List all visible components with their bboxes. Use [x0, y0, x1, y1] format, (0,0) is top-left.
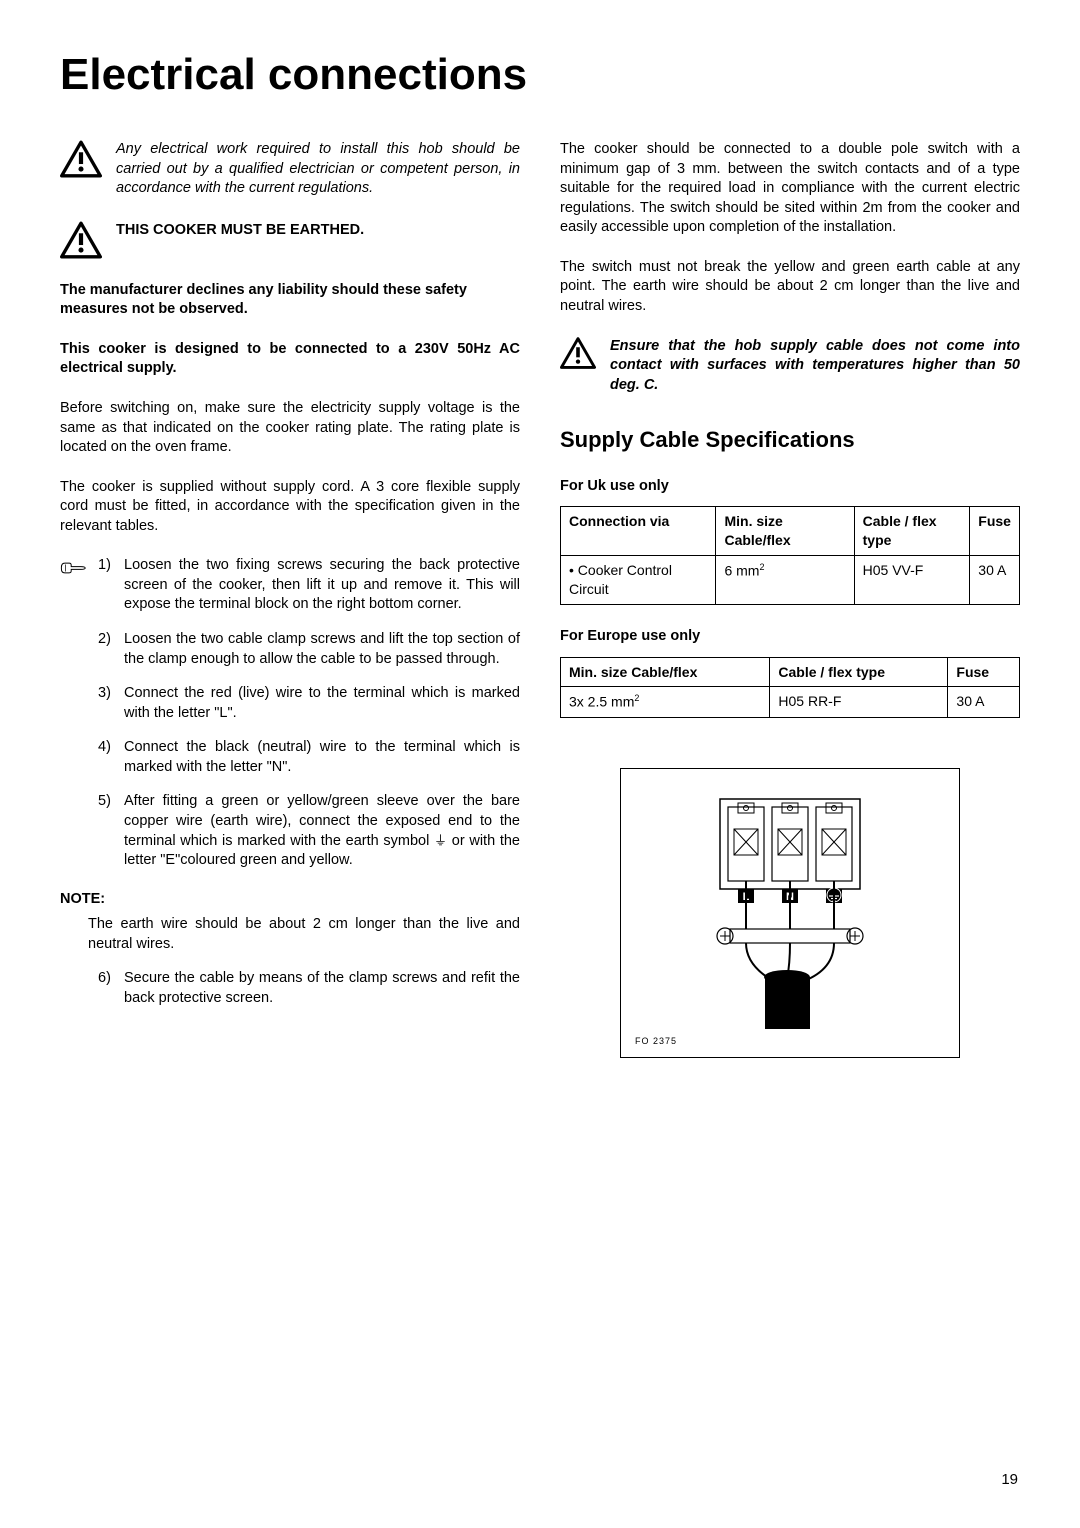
section-heading-cable-specs: Supply Cable Specifications [560, 425, 1020, 455]
page-number: 19 [1001, 1471, 1018, 1488]
table-header: Connection via [561, 507, 716, 556]
note-body: The earth wire should be about 2 cm long… [60, 915, 520, 954]
warning-qualified-electrician: Any electrical work required to install … [60, 140, 520, 199]
warning-triangle-icon [560, 337, 596, 369]
earth-symbol-icon: ⏚ [434, 832, 447, 850]
table-europe: Min. size Cable/flex Cable / flex type F… [560, 657, 1020, 718]
table-header: Fuse [970, 507, 1020, 556]
right-column: The cooker should be connected to a doub… [560, 140, 1020, 1058]
left-column: Any electrical work required to install … [60, 140, 520, 1058]
design-spec-text: This cooker is designed to be connected … [60, 340, 520, 379]
table-cell: 30 A [970, 556, 1020, 605]
note-label: NOTE: [60, 890, 520, 910]
para-earth-cable: The switch must not break the yellow and… [560, 258, 1020, 317]
step-list: 1)Loosen the two fixing screws securing … [98, 556, 520, 885]
warning-triangle-icon [60, 140, 102, 178]
para-voltage: Before switching on, make sure the elect… [60, 399, 520, 458]
table-row: • Cooker Control Circuit 6 mm2 H05 VV-F … [561, 556, 1020, 605]
table-header: Cable / flex type [854, 507, 970, 556]
step-5: 5)After fitting a green or yellow/green … [98, 792, 520, 870]
table-header: Min. size Cable/flex [716, 507, 854, 556]
page-title: Electrical connections [60, 50, 1020, 100]
figure-label: FO 2375 [635, 1035, 677, 1047]
liability-text: The manufacturer declines any liability … [60, 281, 520, 320]
warning-earthed: THIS COOKER MUST BE EARTHED. [60, 221, 520, 259]
warning-text-3: Ensure that the hob supply cable does no… [610, 337, 1020, 396]
terminal-block-icon: L N [670, 789, 910, 1029]
table-header: Min. size Cable/flex [561, 657, 770, 687]
steps-block: 1)Loosen the two fixing screws securing … [60, 556, 520, 885]
table-cell: 3x 2.5 mm2 [561, 687, 770, 718]
table-cell: • Cooker Control Circuit [561, 556, 716, 605]
table-cell: 6 mm2 [716, 556, 854, 605]
uk-label: For Uk use only [560, 477, 1020, 497]
table-uk: Connection via Min. size Cable/flex Cabl… [560, 506, 1020, 605]
table-header: Cable / flex type [770, 657, 948, 687]
para-switch: The cooker should be connected to a doub… [560, 140, 1020, 238]
step-list-continued: 6)Secure the cable by means of the clamp… [60, 969, 520, 1008]
table-row: 3x 2.5 mm2 H05 RR-F 30 A [561, 687, 1020, 718]
step-1: 1)Loosen the two fixing screws securing … [98, 556, 520, 615]
warning-text-1: Any electrical work required to install … [116, 140, 520, 199]
para-cord: The cooker is supplied without supply co… [60, 478, 520, 537]
step-2: 2)Loosen the two cable clamp screws and … [98, 630, 520, 669]
table-row: Min. size Cable/flex Cable / flex type F… [561, 657, 1020, 687]
content-columns: Any electrical work required to install … [60, 140, 1020, 1058]
step-6: 6)Secure the cable by means of the clamp… [98, 969, 520, 1008]
warning-triangle-icon [60, 221, 102, 259]
terminal-diagram: L N [620, 768, 960, 1058]
table-cell: H05 RR-F [770, 687, 948, 718]
step-4: 4)Connect the black (neutral) wire to th… [98, 738, 520, 777]
step-3: 3)Connect the red (live) wire to the ter… [98, 684, 520, 723]
table-header: Fuse [948, 657, 1020, 687]
table-cell: 30 A [948, 687, 1020, 718]
warning-text-2: THIS COOKER MUST BE EARTHED. [116, 221, 364, 241]
warning-cable-temp: Ensure that the hob supply cable does no… [560, 337, 1020, 396]
table-row: Connection via Min. size Cable/flex Cabl… [561, 507, 1020, 556]
europe-label: For Europe use only [560, 627, 1020, 647]
pointing-hand-icon [60, 558, 88, 578]
table-cell: H05 VV-F [854, 556, 970, 605]
